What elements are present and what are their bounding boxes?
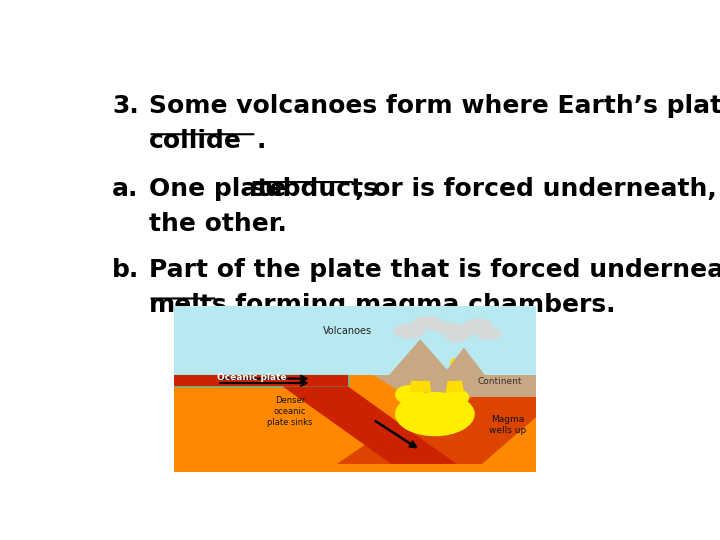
- Text: b.: b.: [112, 258, 140, 282]
- Text: subducts: subducts: [251, 177, 379, 201]
- Text: .: .: [256, 129, 266, 153]
- Text: , forming magma chambers.: , forming magma chambers.: [217, 294, 616, 318]
- Text: Some volcanoes form where Earth’s plates: Some volcanoes form where Earth’s plates: [148, 94, 720, 118]
- Text: One plate: One plate: [148, 177, 294, 201]
- Text: melts: melts: [148, 294, 228, 318]
- Text: 3.: 3.: [112, 94, 139, 118]
- Text: collide: collide: [148, 129, 241, 153]
- Text: , or is forced underneath,: , or is forced underneath,: [355, 177, 717, 201]
- Text: a.: a.: [112, 177, 139, 201]
- Text: Part of the plate that is forced underneath: Part of the plate that is forced underne…: [148, 258, 720, 282]
- Text: the other.: the other.: [148, 212, 287, 237]
